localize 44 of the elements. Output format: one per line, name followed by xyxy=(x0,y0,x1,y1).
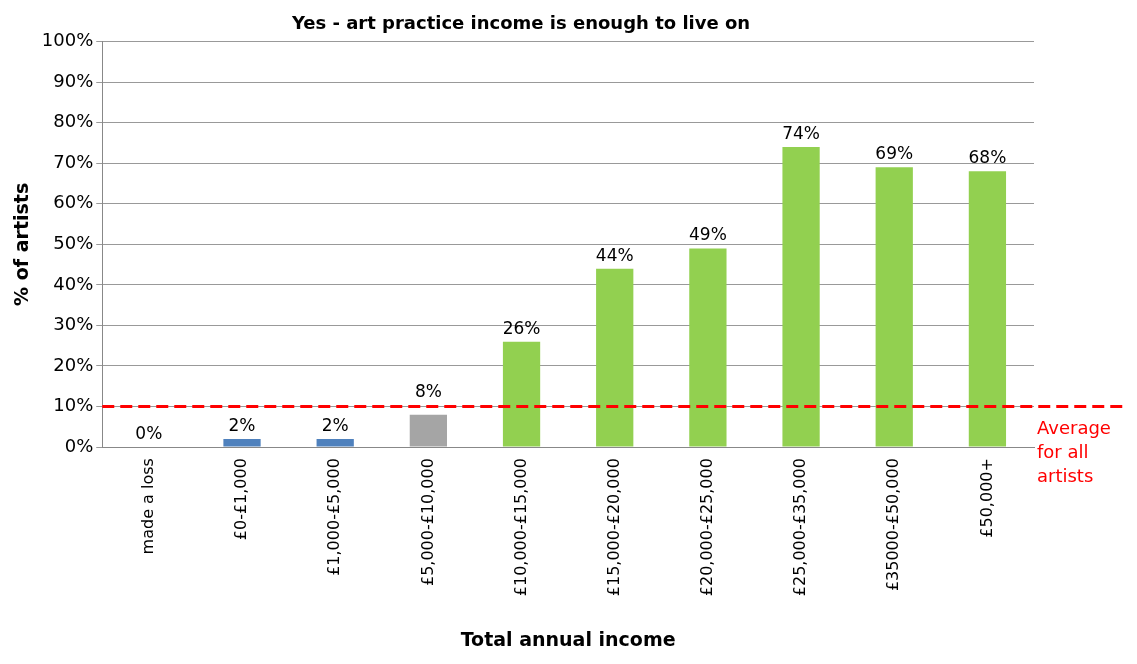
bar xyxy=(968,171,1007,447)
y-tick-label: 50% xyxy=(53,232,94,254)
x-tick-label: made a loss xyxy=(138,458,157,555)
data-label: 69% xyxy=(875,143,914,164)
x-tick-label: £50,000+ xyxy=(976,458,996,538)
x-tick-label: £0-£1,000 xyxy=(231,458,251,541)
y-tick-label: 20% xyxy=(53,353,94,375)
data-label: 2% xyxy=(321,414,349,435)
bar xyxy=(596,268,634,447)
x-tick-label: £20,000-£25,000 xyxy=(697,458,717,597)
bar xyxy=(409,414,447,447)
y-tick-label: 0% xyxy=(64,434,94,456)
bar xyxy=(502,341,541,447)
bar xyxy=(689,248,727,447)
data-label: 49% xyxy=(688,224,727,245)
chart-title: Yes - art practice income is enough to live on xyxy=(290,12,751,34)
y-tick-label: 30% xyxy=(53,313,94,335)
bar xyxy=(223,438,261,447)
bar xyxy=(316,438,354,447)
ref-line-label: Average for all artists xyxy=(1037,417,1111,487)
y-tick-label: 60% xyxy=(53,191,94,213)
y-tick-label: 70% xyxy=(53,150,94,172)
data-label: 68% xyxy=(968,147,1007,168)
data-label: 2% xyxy=(228,414,256,435)
y-tick-label: 90% xyxy=(53,69,94,91)
x-tick-label: £15,000-£20,000 xyxy=(603,458,623,597)
x-tick-label: £35000-£50,000 xyxy=(883,458,903,592)
y-tick-label: 10% xyxy=(53,394,94,416)
x-tick-label: £1,000-£5,000 xyxy=(324,458,344,576)
data-label: 0% xyxy=(135,423,163,444)
bar xyxy=(875,167,913,447)
data-label: 74% xyxy=(782,122,820,143)
data-label: 8% xyxy=(414,381,442,402)
x-axis-title: Total annual income xyxy=(460,627,676,650)
bar xyxy=(782,147,820,447)
x-tick-label: £10,000-£15,000 xyxy=(510,458,530,597)
data-label: 26% xyxy=(502,317,541,338)
x-tick-label: £5,000-£10,000 xyxy=(417,458,437,587)
y-axis-title: % of artists xyxy=(10,182,33,306)
y-tick-label: 100% xyxy=(41,29,94,51)
data-label: 44% xyxy=(595,244,634,265)
y-tick-label: 80% xyxy=(53,110,94,132)
x-tick-label: £25,000-£35,000 xyxy=(790,458,810,597)
y-tick-label: 40% xyxy=(53,272,94,294)
